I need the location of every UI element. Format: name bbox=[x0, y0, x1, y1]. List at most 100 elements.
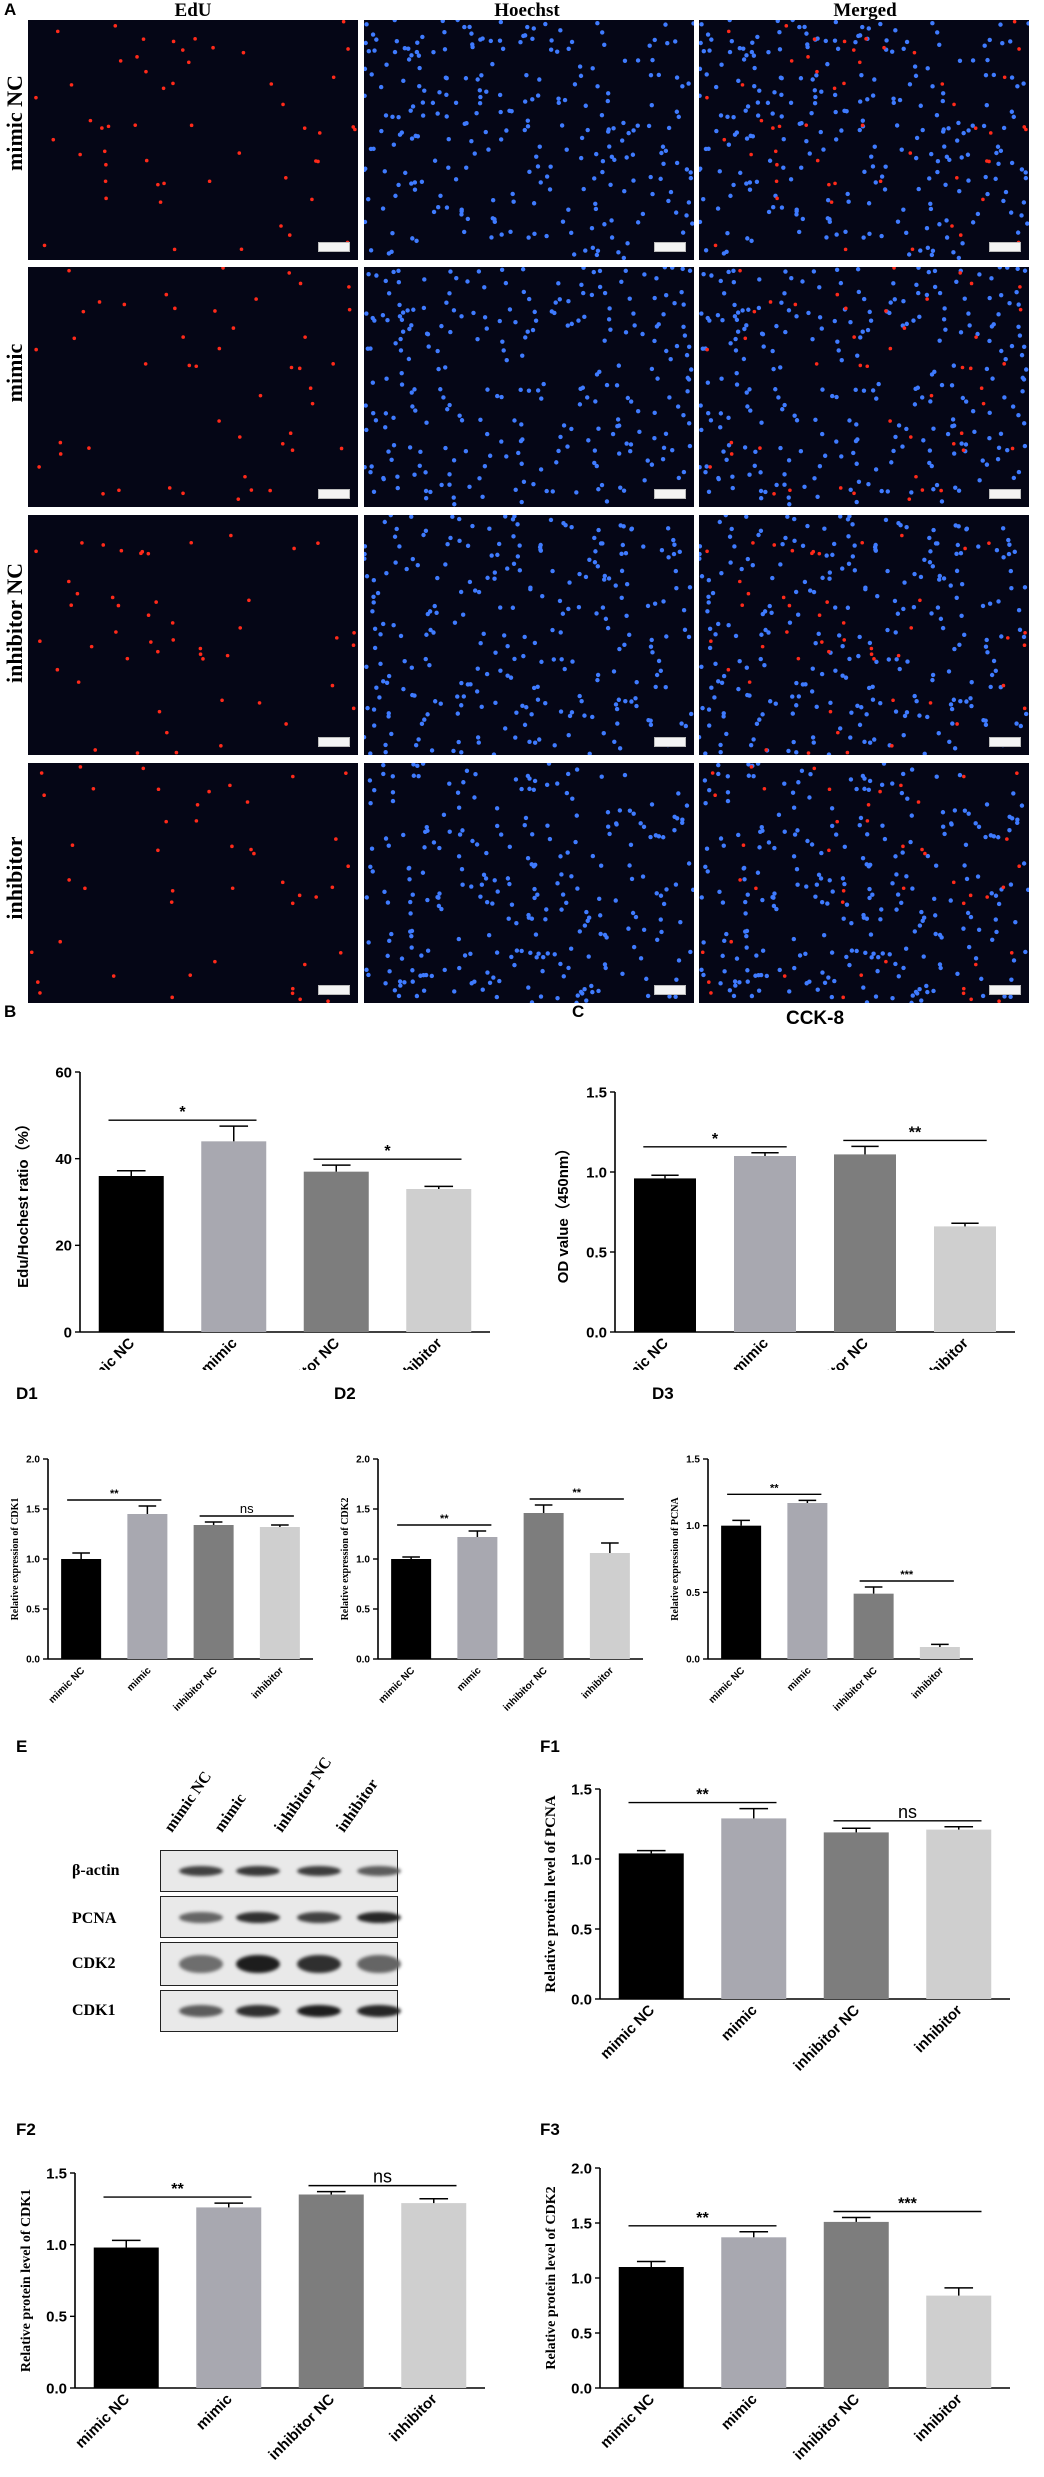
micrograph-mimic-edu bbox=[28, 267, 358, 507]
blot-cdk2 bbox=[160, 1942, 401, 1986]
lane-label-inhibitor-nc: inhibitor NC bbox=[271, 1754, 336, 1836]
bar bbox=[303, 1171, 369, 1332]
y-tick-label: 1.0 bbox=[26, 1555, 40, 1566]
x-category-label: mimic bbox=[193, 2391, 236, 2434]
panel-label-c: C bbox=[572, 1002, 585, 1021]
bar bbox=[201, 1141, 267, 1332]
x-category-label: inhibitor NC bbox=[270, 1335, 343, 1370]
micrograph-mimic-nc-edu bbox=[28, 20, 358, 260]
y-tick-label: 2.0 bbox=[356, 1455, 370, 1466]
x-category-label: mimic bbox=[785, 1665, 814, 1694]
y-tick-label: 0.0 bbox=[571, 1991, 592, 2008]
y-tick-label: 0.0 bbox=[571, 2380, 592, 2397]
blot-label-cdk1: CDK1 bbox=[72, 2002, 116, 2019]
x-category-label: inhibitor NC bbox=[799, 1335, 872, 1370]
significance-label: ** bbox=[572, 1487, 581, 1499]
bar bbox=[127, 1514, 168, 1659]
x-category-label: mimic bbox=[455, 1665, 484, 1694]
significance-label: ns bbox=[898, 1802, 917, 1822]
bar bbox=[618, 1853, 684, 1999]
panel-label-d1: D1 bbox=[16, 1384, 38, 1403]
bar bbox=[589, 1553, 630, 1659]
chart-c: CCK-8 0.0 0.5 1.0 1.5 OD value（450nm） mimic NC… bbox=[554, 1008, 1015, 1370]
y-tick-label: 1.0 bbox=[686, 1521, 700, 1532]
y-tick-label: 0.5 bbox=[356, 1605, 370, 1616]
blot-band bbox=[236, 1911, 280, 1923]
x-category-label: mimic NC bbox=[597, 2002, 658, 2063]
bar bbox=[823, 2221, 889, 2388]
significance-label: * bbox=[179, 1104, 186, 1121]
significance-label: ** bbox=[171, 2181, 184, 2198]
y-tick-label: 0.5 bbox=[586, 1244, 607, 1261]
blot-band bbox=[297, 1911, 341, 1923]
micrograph-inhibitor-hoechst bbox=[364, 763, 694, 1003]
y-tick-label: 1.5 bbox=[686, 1455, 700, 1466]
bar bbox=[721, 1525, 762, 1659]
y-axis-title: OD value（450nm） bbox=[554, 1141, 572, 1284]
blot-band bbox=[357, 1911, 401, 1923]
y-tick-label: 1.5 bbox=[26, 1505, 40, 1516]
micrograph-inhibitor-nc-edu bbox=[28, 515, 358, 755]
blot-band bbox=[297, 1866, 341, 1876]
scale-bar bbox=[989, 489, 1021, 499]
x-category-label: inhibitor NC bbox=[172, 1665, 220, 1713]
x-category-label: mimic NC bbox=[47, 1665, 87, 1705]
x-category-label: inhibitor bbox=[917, 1335, 972, 1370]
micrograph-mimic-nc-hoechst bbox=[364, 20, 694, 260]
significance-label: *** bbox=[898, 2196, 917, 2213]
y-tick-label: 2.0 bbox=[26, 1455, 40, 1466]
blot-band bbox=[357, 1955, 401, 1973]
scale-bar bbox=[318, 489, 350, 499]
bar bbox=[834, 1154, 896, 1332]
significance-label: *** bbox=[900, 1569, 914, 1581]
panel-label-d3: D3 bbox=[652, 1384, 674, 1403]
blot-band bbox=[179, 1911, 223, 1923]
y-tick-label: 1.5 bbox=[571, 2215, 592, 2232]
y-tick-label: 1.0 bbox=[356, 1555, 370, 1566]
chart-f2: 0.0 0.5 1.0 1.5 Relative protein level of CD… bbox=[19, 2165, 485, 2464]
x-category-label: inhibitor NC bbox=[502, 1665, 550, 1713]
blot-band bbox=[236, 1955, 280, 1973]
y-tick-label: 0.0 bbox=[686, 1655, 700, 1666]
x-category-label: mimic bbox=[198, 1335, 241, 1370]
blot-label-beta-actin: β-actin bbox=[72, 1862, 120, 1879]
y-tick-label: 20 bbox=[55, 1238, 72, 1255]
chart-d3: 0.0 0.5 1.0 1.5 Relative expression of PCNA m… bbox=[670, 1455, 973, 1714]
bar bbox=[618, 2267, 684, 2388]
scale-bar bbox=[654, 985, 686, 995]
y-tick-label: 1.0 bbox=[586, 1164, 607, 1181]
blot-cdk1 bbox=[160, 1990, 401, 2032]
x-category-label: mimic bbox=[125, 1665, 154, 1694]
lane-label-mimic-nc: mimic NC bbox=[161, 1768, 216, 1836]
x-category-label: inhibitor bbox=[250, 1665, 286, 1701]
y-axis-title: Relative expression of CDK2 bbox=[340, 1498, 351, 1621]
y-axis-title: Relative expression of PCNA bbox=[670, 1497, 681, 1621]
y-tick-label: 1.0 bbox=[571, 2270, 592, 2287]
scale-bar bbox=[989, 737, 1021, 747]
x-category-label: inhibitor bbox=[911, 2002, 966, 2057]
significance-label: ** bbox=[696, 2210, 709, 2227]
y-tick-label: 0.0 bbox=[26, 1655, 40, 1666]
panel-label-d2: D2 bbox=[334, 1384, 356, 1403]
scale-bar bbox=[654, 242, 686, 252]
chart-d2: 0.0 0.5 1.0 1.5 2.0 Relative expression of CD… bbox=[340, 1455, 643, 1714]
y-tick-label: 1.5 bbox=[571, 1781, 592, 1798]
lane-label-mimic: mimic bbox=[211, 1790, 250, 1836]
panel-label-b: B bbox=[4, 1002, 17, 1021]
panel-label-f1: F1 bbox=[540, 1737, 560, 1756]
blot-beta-actin bbox=[160, 1850, 401, 1892]
significance-label: ** bbox=[909, 1124, 922, 1141]
blot-band bbox=[357, 1866, 401, 1876]
micrograph-inhibitor-nc-hoechst bbox=[364, 515, 694, 755]
significance-label: ** bbox=[770, 1482, 779, 1494]
significance-label: ns bbox=[240, 1501, 254, 1516]
y-tick-label: 0.0 bbox=[356, 1655, 370, 1666]
blot-band bbox=[236, 1866, 280, 1876]
bar bbox=[823, 1832, 889, 1999]
panel-label-f2: F2 bbox=[16, 2120, 36, 2139]
scale-bar bbox=[318, 737, 350, 747]
column-header-edu: EdU bbox=[174, 0, 212, 21]
panel-label-e: E bbox=[16, 1737, 28, 1756]
bar bbox=[634, 1178, 696, 1332]
y-tick-label: 1.5 bbox=[356, 1505, 370, 1516]
